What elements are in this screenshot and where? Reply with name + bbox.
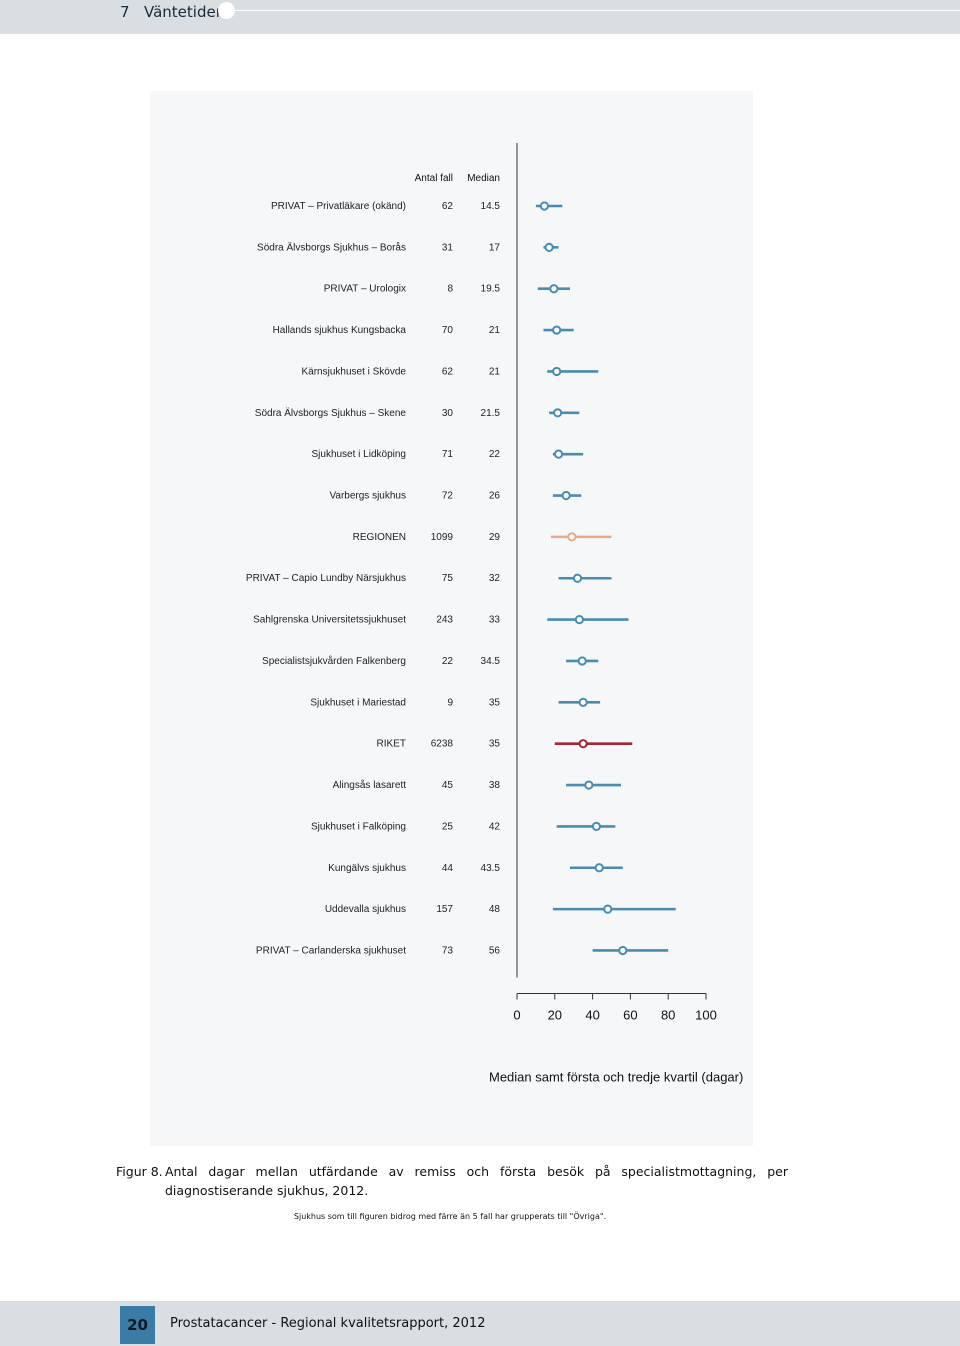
x-tick-label: 80 xyxy=(661,1007,675,1022)
page-number: 20 xyxy=(120,1306,155,1344)
row-median: 21 xyxy=(489,366,501,377)
figure-caption-text: Antal dagar mellan utfärdande av remiss … xyxy=(165,1164,788,1198)
x-tick-label: 0 xyxy=(513,1007,520,1022)
row-count: 6238 xyxy=(431,739,454,750)
row-median: 48 xyxy=(489,904,501,915)
row-label: RIKET xyxy=(377,739,406,750)
x-tick-label: 20 xyxy=(548,1007,562,1022)
row-count: 62 xyxy=(442,366,454,377)
median-column-header: Median xyxy=(467,173,500,184)
row-count: 25 xyxy=(442,821,454,832)
row-median: 17 xyxy=(489,242,501,253)
chapter-title: Väntetider xyxy=(144,3,222,21)
chapter-header-rule xyxy=(234,10,960,11)
median-point xyxy=(549,284,559,294)
count-column-header: Antal fall xyxy=(415,173,453,184)
report-title: Prostatacancer - Regional kvalitetsrappo… xyxy=(170,1316,486,1331)
row-median: 19.5 xyxy=(481,284,501,295)
row-count: 45 xyxy=(442,780,454,791)
chapter-marker-dot xyxy=(218,2,235,19)
row-label: Uddevalla sjukhus xyxy=(325,904,406,915)
forest-plot: Antal fall Median PRIVAT – Privatläkare (o… xyxy=(246,143,743,1084)
x-tick-label: 60 xyxy=(623,1007,637,1022)
row-label: Kärnsjukhuset i Skövde xyxy=(301,366,406,377)
median-point xyxy=(544,242,554,252)
row-label: Södra Älvsborgs Sjukhus – Skene xyxy=(255,407,407,419)
median-point xyxy=(578,697,588,707)
median-point xyxy=(574,615,584,625)
median-point xyxy=(552,366,562,377)
row-count: 75 xyxy=(442,573,454,584)
median-point xyxy=(539,201,550,211)
row-label: PRIVAT – Carlanderska sjukhuset xyxy=(256,945,406,956)
row-count: 243 xyxy=(436,615,453,626)
median-point xyxy=(603,904,613,914)
median-point xyxy=(591,821,601,832)
median-point xyxy=(561,490,571,501)
median-point xyxy=(618,945,628,956)
row-median: 21 xyxy=(489,325,501,336)
row-median: 34.5 xyxy=(481,656,501,667)
row-median: 35 xyxy=(489,697,501,708)
row-label: Kungälvs sjukhus xyxy=(328,863,406,874)
row-median: 38 xyxy=(489,780,501,791)
row-label: Södra Älvsborgs Sjukhus – Borås xyxy=(257,241,406,253)
page-footer: 20 Prostatacancer - Regional kvalitetsra… xyxy=(0,1301,960,1346)
median-point xyxy=(578,739,588,749)
row-count: 157 xyxy=(436,904,453,915)
row-count: 71 xyxy=(442,449,454,460)
row-median: 22 xyxy=(489,449,501,460)
figure-caption: Figur 8. Antal dagar mellan utfärdande a… xyxy=(116,1162,788,1200)
row-count: 8 xyxy=(447,284,453,295)
row-median: 29 xyxy=(489,532,501,543)
median-point xyxy=(553,408,563,418)
median-point xyxy=(553,449,564,459)
row-median: 33 xyxy=(489,615,501,626)
row-median: 35 xyxy=(489,739,501,750)
row-median: 26 xyxy=(489,491,501,502)
figure-label: Figur 8. xyxy=(116,1164,163,1179)
row-count: 70 xyxy=(442,325,454,336)
row-median: 32 xyxy=(489,573,501,584)
chapter-header-bar: 7 Väntetider xyxy=(0,0,960,34)
row-count: 9 xyxy=(447,697,453,708)
row-median: 14.5 xyxy=(481,201,501,212)
row-label: PRIVAT – Capio Lundby Närsjukhus xyxy=(246,573,406,584)
median-point xyxy=(584,780,594,790)
row-label: Hallands sjukhus Kungsbacka xyxy=(273,325,407,336)
row-label: PRIVAT – Urologix xyxy=(324,284,406,295)
median-point xyxy=(567,532,577,542)
row-count: 72 xyxy=(442,491,454,502)
median-point xyxy=(577,656,587,666)
chapter-number: 7 xyxy=(120,3,130,21)
row-count: 44 xyxy=(442,863,454,874)
row-label: Alingsås lasarett xyxy=(333,779,407,791)
row-count: 22 xyxy=(442,656,454,667)
median-point xyxy=(552,325,562,335)
row-count: 31 xyxy=(442,242,454,253)
row-label: Sjukhuset i Mariestad xyxy=(310,697,406,708)
x-axis-label: Median samt första och tredje kvartil (d… xyxy=(489,1069,743,1084)
row-median: 21.5 xyxy=(481,408,501,419)
row-label: REGIONEN xyxy=(353,532,406,543)
median-point xyxy=(572,573,583,583)
row-label: Sjukhuset i Falköping xyxy=(311,821,406,832)
row-median: 56 xyxy=(489,945,501,956)
x-tick-label: 100 xyxy=(695,1007,717,1022)
row-label: PRIVAT – Privatläkare (okänd) xyxy=(271,201,406,212)
median-point xyxy=(594,863,604,873)
x-tick-label: 40 xyxy=(585,1007,599,1022)
figure-note: Sjukhus som till figuren bidrog med färr… xyxy=(293,1212,607,1221)
row-median: 43.5 xyxy=(481,863,501,874)
row-label: Varbergs sjukhus xyxy=(329,491,406,502)
row-label: Specialistsjukvården Falkenberg xyxy=(262,655,406,667)
row-count: 73 xyxy=(442,945,454,956)
row-label: Sjukhuset i Lidköping xyxy=(311,449,406,460)
row-label: Sahlgrenska Universitetssjukhuset xyxy=(253,615,406,626)
chart-panel: Antal fall Median PRIVAT – Privatläkare (o… xyxy=(150,91,753,1146)
row-count: 1099 xyxy=(431,532,454,543)
row-count: 62 xyxy=(442,201,454,212)
row-count: 30 xyxy=(442,408,454,419)
row-median: 42 xyxy=(489,821,501,832)
